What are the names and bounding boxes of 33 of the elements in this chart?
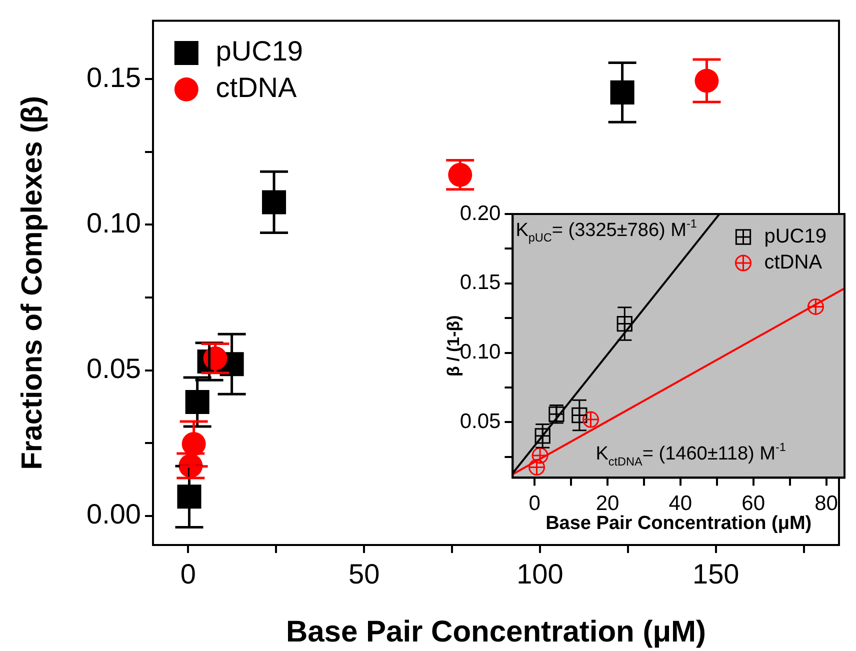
- y-tick-label: 0.15: [460, 271, 501, 294]
- point: [532, 447, 548, 464]
- y-tick-label: 0.20: [460, 202, 501, 225]
- point: [616, 316, 632, 332]
- x-tick-label: 40: [668, 492, 692, 516]
- point: [528, 459, 546, 476]
- y-axis-title: Fractions of Complexes (β): [16, 96, 48, 470]
- legend-label: pUC19: [764, 226, 827, 248]
- y-tick-label: 0.00: [86, 498, 141, 530]
- y-tick-label: 0.05: [86, 352, 141, 384]
- y-tick-label: 0.05: [460, 410, 501, 433]
- x-tick-label: 60: [742, 492, 766, 516]
- point: [262, 190, 286, 214]
- x-tick-label: 0: [180, 558, 196, 590]
- x-tick-label: 80: [814, 492, 838, 516]
- point: [582, 411, 599, 428]
- legend-label: ctDNA: [216, 72, 298, 104]
- x-tick-label: 50: [348, 558, 380, 590]
- x-axis-title: Base Pair Concentration (μM): [546, 512, 812, 534]
- x-tick-label: 100: [516, 558, 564, 590]
- y-tick-label: 0.10: [86, 207, 141, 238]
- x-tick-label: 0: [528, 492, 540, 516]
- point: [534, 428, 550, 444]
- point: [572, 407, 588, 424]
- x-axis-title: Base Pair Concentration (μM): [286, 615, 706, 648]
- legend-label: ctDNA: [764, 252, 823, 274]
- legend-label: pUC19: [216, 36, 303, 67]
- point: [177, 484, 202, 509]
- y-tick-label: 0.15: [86, 62, 141, 93]
- point: [807, 298, 824, 315]
- x-tick-label: 150: [692, 558, 740, 590]
- x-tick-label: 20: [596, 492, 620, 516]
- y-tick-label: 0.10: [460, 340, 501, 364]
